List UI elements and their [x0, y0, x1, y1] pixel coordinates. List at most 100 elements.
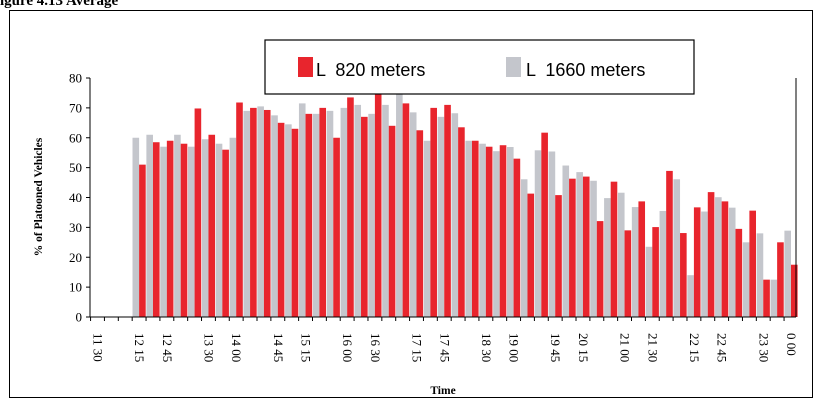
bar-1660m [146, 134, 153, 317]
bar-1660m [534, 150, 542, 317]
legend: L 820 meters L 1660 meters [264, 39, 695, 95]
x-tick-label: 14 45 [271, 333, 286, 362]
x-tick-label: 18 30 [479, 333, 494, 362]
bar-820m [166, 140, 174, 317]
figure-heading: igure 4.13 Average [0, 0, 119, 9]
y-tick-label: 30 [69, 220, 82, 235]
bar-820m [555, 195, 562, 317]
bar-820m [361, 116, 368, 317]
bar-820m [749, 210, 756, 317]
bar-1660m [354, 104, 362, 317]
x-tick-label: 17 45 [437, 333, 452, 362]
bar-820m [485, 146, 493, 317]
bar-820m [416, 130, 424, 317]
bar-820m [638, 201, 646, 317]
y-tick-label: 40 [69, 190, 82, 205]
axes-layer [89, 78, 797, 318]
bar-820m [236, 102, 243, 317]
bar-1660m [201, 139, 209, 317]
legend-swatch-820m [298, 57, 313, 77]
bar-1660m [770, 279, 778, 317]
bar-1660m [215, 143, 223, 317]
x-axis-title: Time [430, 385, 455, 397]
bar-820m [291, 128, 299, 317]
x-tick-label: 0 00 [784, 333, 799, 356]
bar-820m [374, 78, 382, 317]
bar-820m [735, 228, 743, 317]
bar-820m [693, 207, 701, 317]
bar-1660m [507, 147, 514, 317]
bar-1660m [298, 103, 306, 317]
x-tick-label: 11 30 [91, 333, 106, 362]
bar-1660m [132, 137, 140, 317]
legend-label-820m: L 820 meters [316, 60, 425, 80]
bar-820m [444, 104, 451, 317]
bar-820m [513, 158, 521, 317]
bar-1660m [728, 207, 736, 317]
bar-820m [430, 107, 437, 318]
y-tick-label: 0 [76, 310, 83, 325]
bar-1660m [576, 172, 583, 317]
bar-1660m [312, 113, 320, 317]
bar-1660m [340, 107, 348, 318]
bar-1660m [548, 151, 556, 317]
bar-820m [402, 103, 410, 317]
bar-1660m [285, 124, 292, 317]
x-tick-label: 14 00 [229, 333, 244, 362]
legend-swatch-1660m [506, 57, 521, 77]
x-tick-label: 13 30 [201, 333, 216, 362]
bar-1660m [423, 140, 431, 317]
bar-1660m [562, 165, 570, 317]
bar-820m [763, 279, 770, 317]
bar-1660m [604, 198, 611, 317]
bar-1660m [326, 110, 334, 317]
x-tick-label: 15 15 [299, 333, 314, 362]
bar-1660m [174, 134, 181, 317]
x-tick-label: 12 15 [132, 333, 147, 362]
bar-820m [333, 137, 340, 317]
y-axis-title: % of Platooned Vehicles [33, 137, 45, 256]
y-tick-label: 20 [69, 250, 82, 265]
x-tick-label: 21 00 [618, 333, 633, 362]
bar-820m [777, 242, 784, 317]
ticks-layer: 0 10 20 30 40 50 60 70 80 11 30 12 15 12 45 13 30 14 … [69, 71, 799, 363]
bar-1660m [368, 113, 375, 317]
x-tick-label: 16 00 [340, 333, 355, 362]
bar-1660m [631, 207, 639, 317]
bar-820m [582, 176, 590, 317]
bar-820m [541, 132, 548, 317]
bar-1660m [590, 180, 597, 317]
x-tick-label: 21 30 [645, 333, 660, 362]
bar-820m [458, 127, 465, 317]
bars-layer [132, 78, 798, 318]
x-tick-label: 17 15 [410, 333, 425, 362]
bar-1660m [396, 83, 403, 317]
bar-1660m [687, 275, 694, 317]
bar-820m [194, 108, 202, 317]
bar-820m [527, 193, 535, 317]
x-tick-label: 19 45 [548, 333, 563, 362]
bar-1660m [229, 137, 237, 317]
bar-820m [652, 227, 659, 317]
bar-1660m [701, 211, 708, 317]
bar-820m [319, 107, 327, 318]
legend-label-1660m: L 1660 meters [526, 60, 645, 80]
y-tick-label: 70 [69, 100, 82, 115]
bar-1660m [382, 104, 389, 317]
bar-820m [139, 164, 146, 317]
bar-820m [180, 143, 188, 317]
bar-1660m [715, 197, 722, 317]
bar-1660m [160, 146, 167, 317]
bar-820m [596, 221, 604, 317]
x-tick-label: 19 00 [507, 333, 522, 362]
bar-820m [791, 264, 798, 317]
x-tick-label: 23 30 [756, 333, 771, 362]
bar-820m [499, 145, 507, 317]
legend-box [264, 39, 695, 95]
bar-820m [610, 181, 618, 317]
bar-820m [347, 97, 354, 317]
y-tick-label: 10 [69, 280, 82, 295]
bar-1660m [465, 140, 472, 317]
x-tick-label: 22 15 [687, 333, 702, 362]
